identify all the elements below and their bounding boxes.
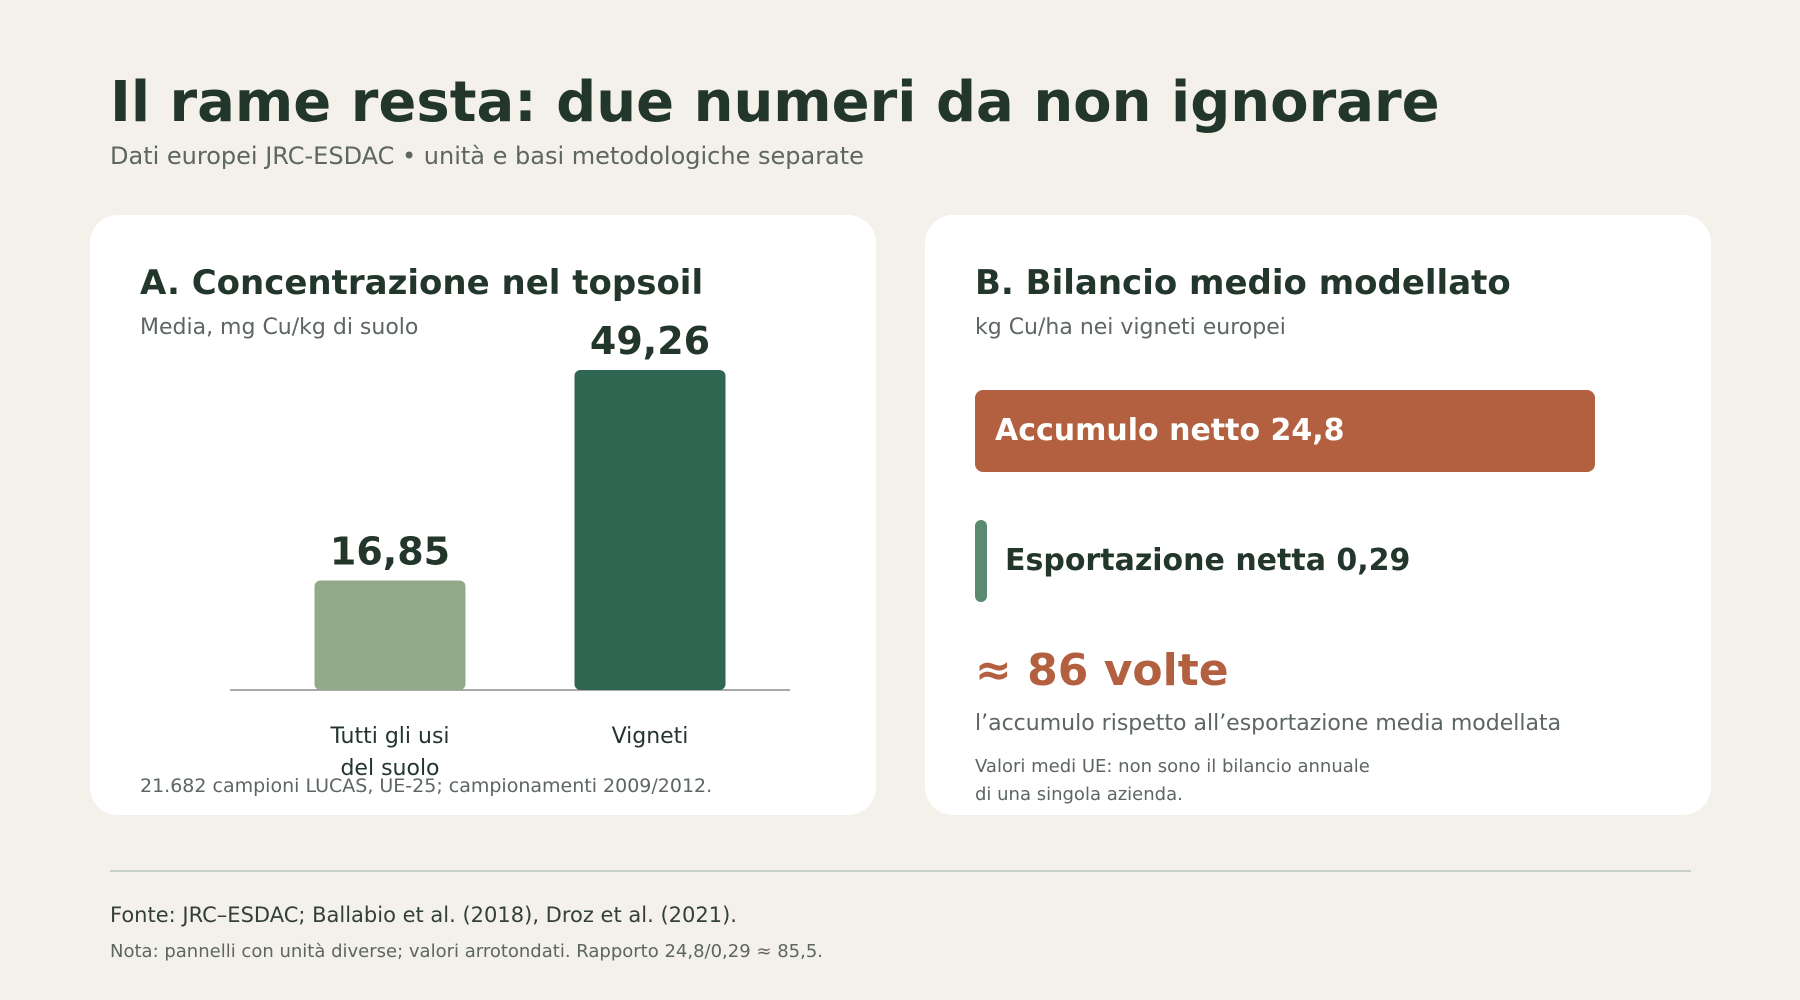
panel-b-note: Valori medi UE: non sono il bilancio ann… [975,753,1370,809]
footer-note: Nota: pannelli con unità diverse; valori… [110,941,824,962]
footer-source: Fonte: JRC–ESDAC; Ballabio et al. (2018)… [110,903,737,927]
bar-1 [574,370,726,690]
panel-a-subtitle: Media, mg Cu/kg di suolo [140,315,419,340]
panel-a-title: A. Concentrazione nel topsoil [140,263,704,303]
page-subtitle: Dati europei JRC-ESDAC • unità e basi me… [110,142,864,170]
bar-value-label-0: 16,85 [330,530,450,574]
ratio-value: ≈ 86 volte [975,645,1229,696]
page-title: Il rame resta: due numeri da non ignorar… [110,70,1440,135]
panel-b-title: B. Bilancio medio modellato [975,263,1511,303]
bar-value-label-1: 49,26 [590,319,710,363]
accumulation-bar: Accumulo netto 24,8 [975,390,1595,472]
panel-b-note-line-2: di una singola azienda. [975,784,1183,805]
bar-0 [314,580,466,690]
category-label-0-1: del suolo [340,756,439,781]
export-bar-label: Esportazione netta 0,29 [1005,543,1411,578]
category-label-0-0: Tutti gli usi [329,724,449,749]
panel-b-note-line-1: Valori medi UE: non sono il bilancio ann… [975,756,1370,777]
ratio-description: l’accumulo rispetto all’esportazione med… [975,711,1562,736]
panel-b-subtitle: kg Cu/ha nei vigneti europei [975,315,1286,340]
export-bar [975,520,987,602]
panel-a-note: 21.682 campioni LUCAS, UE-25; campioname… [140,775,713,797]
footer-divider [110,870,1691,872]
accumulation-bar-label: Accumulo netto 24,8 [995,413,1345,448]
concentration-bar-chart: 16,85 Tutti gli usi del suolo 49,26 Vigneti [230,319,790,781]
panel-concentration: A. Concentrazione nel topsoil Media, mg … [90,215,876,815]
category-label-1-0: Vigneti [612,724,689,749]
panel-balance: B. Bilancio medio modellato kg Cu/ha nei… [925,215,1711,815]
